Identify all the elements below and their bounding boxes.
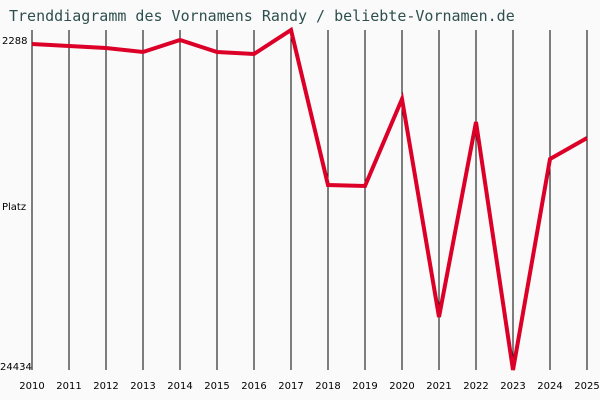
x-tick-label: 2020: [389, 381, 415, 392]
x-tick-label: 2014: [167, 381, 193, 392]
x-tick-label: 2018: [315, 381, 341, 392]
x-tick-label: 2025: [574, 381, 600, 392]
x-tick-label: 2022: [463, 381, 489, 392]
x-tick-label: 2010: [19, 381, 45, 392]
y-tick-bottom: 24434: [0, 362, 32, 373]
y-axis-label: Platz: [2, 202, 27, 213]
x-tick-label: 2021: [426, 381, 452, 392]
y-tick-top: 2288: [2, 36, 28, 47]
x-tick-label: 2024: [537, 381, 563, 392]
x-tick-label: 2015: [204, 381, 230, 392]
x-tick-label: 2023: [500, 381, 526, 392]
series-line-randy: [31, 26, 588, 371]
x-tick-label: 2011: [56, 381, 82, 392]
x-tick-label: 2017: [278, 381, 304, 392]
x-tick-label: 2019: [352, 381, 378, 392]
x-tick-label: 2012: [93, 381, 119, 392]
x-tick-label: 2013: [130, 381, 156, 392]
chart-title: Trenddiagramm des Vornamens Randy / beli…: [9, 7, 515, 25]
x-tick-label: 2016: [241, 381, 267, 392]
